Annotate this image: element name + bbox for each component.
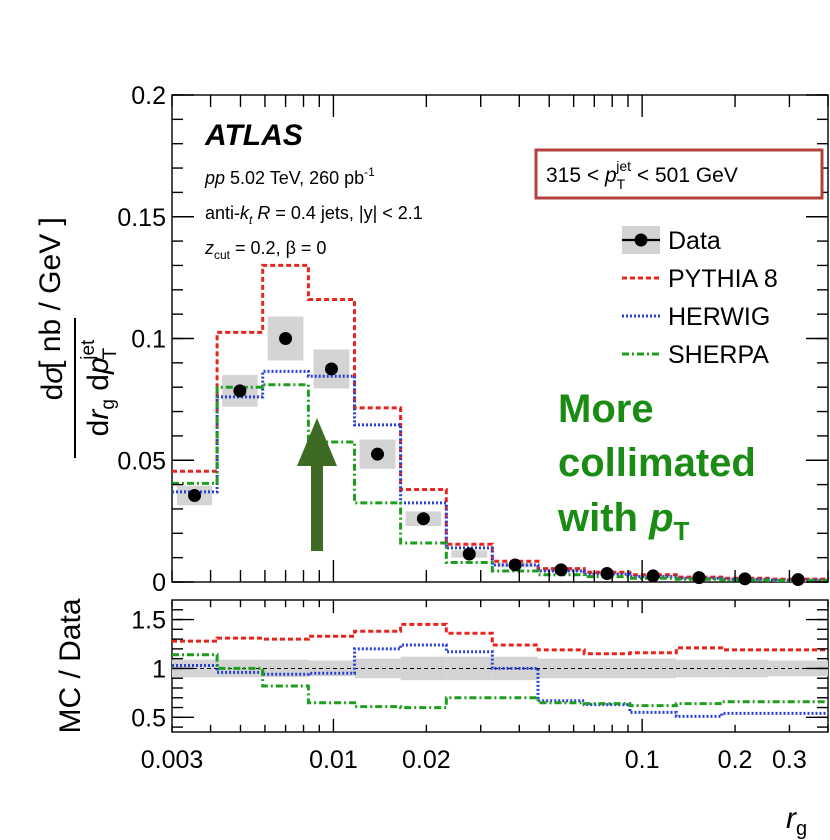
data-point bbox=[738, 572, 752, 586]
pt-range-box: 315 < pTjet < 501 GeV bbox=[534, 148, 824, 200]
data-point bbox=[324, 362, 338, 376]
ratio-mc-curves bbox=[172, 622, 828, 718]
x-axis-label: rg bbox=[786, 802, 807, 840]
legend-label-sherpa: SHERPA bbox=[668, 341, 769, 369]
x-tick-label: 0.02 bbox=[402, 746, 451, 774]
x-tick-label: 0.3 bbox=[772, 746, 807, 774]
ratio-tick-label: 1 bbox=[152, 655, 166, 683]
ylabel-denominator: drg dpTjet bbox=[78, 339, 121, 436]
legend-label-data: Data bbox=[668, 227, 721, 255]
ylabel-open: [ nb / GeV ] bbox=[34, 217, 67, 369]
legend-label-pythia-8: PYTHIA 8 bbox=[668, 265, 778, 293]
data-point bbox=[188, 489, 202, 503]
data-point bbox=[791, 573, 805, 587]
ratio-curve-sherpa bbox=[172, 653, 828, 710]
pt-range-text: 315 < pTjet < 501 GeV bbox=[546, 158, 738, 192]
ratio-curve-herwig bbox=[172, 643, 828, 718]
mc-curve-herwig bbox=[172, 369, 828, 582]
data-point bbox=[692, 571, 706, 585]
annotation-line-3: with pT bbox=[557, 496, 690, 546]
legend-data-marker bbox=[634, 233, 648, 247]
y-tick-label: 0.15 bbox=[117, 204, 166, 232]
ratio-uncertainty-band bbox=[400, 656, 447, 681]
zcut-line: zcut = 0.2, β = 0 bbox=[204, 238, 326, 262]
x-tick-label: 0.003 bbox=[141, 746, 204, 774]
energy-line: pp 5.02 TeV, 260 pb-1 bbox=[204, 165, 375, 188]
data-point bbox=[233, 384, 247, 398]
collimation-annotation: More collimated with pT bbox=[557, 387, 756, 546]
ratio-uncertainty-bands bbox=[172, 656, 828, 681]
data-point bbox=[462, 547, 476, 561]
data-point bbox=[600, 566, 614, 580]
ratio-uncertainty-band bbox=[629, 658, 677, 679]
y-tick-label: 0 bbox=[152, 569, 166, 597]
arrow-icon bbox=[297, 418, 337, 551]
data-points bbox=[188, 332, 805, 587]
data-point bbox=[416, 512, 430, 526]
legend-label-herwig: HERWIG bbox=[668, 303, 770, 331]
annotation-line-2: collimated bbox=[558, 441, 756, 485]
data-point bbox=[279, 332, 293, 345]
axis-ticks: 0 0.05 0.1 0.15 0.2 0.5 1 1.5 0.003 0.01 0.02 0.1 0.… bbox=[117, 82, 829, 774]
data-point bbox=[371, 447, 385, 461]
top-y-axis-label: [ nb / GeV ] dσ drg dpTjet bbox=[34, 217, 121, 458]
legend: Data PYTHIA 8 HERWIG SHERPA bbox=[622, 226, 778, 369]
data-point bbox=[508, 558, 522, 572]
y-tick-label: 0.05 bbox=[117, 447, 166, 475]
x-tick-label: 0.1 bbox=[625, 746, 660, 774]
ratio-tick-label: 1.5 bbox=[131, 607, 166, 635]
ratio-uncertainty-band bbox=[538, 658, 585, 679]
ratio-curve-pythia-8 bbox=[172, 622, 828, 656]
data-point bbox=[554, 563, 568, 577]
ylabel-numerator: dσ bbox=[36, 364, 69, 401]
jets-line: anti-kt R = 0.4 jets, |y| < 2.1 bbox=[205, 203, 423, 227]
y-tick-label: 0.1 bbox=[131, 326, 166, 354]
bottom-y-axis-label: MC / Data bbox=[54, 598, 87, 733]
ratio-uncertainty-band bbox=[721, 659, 769, 678]
ratio-tick-label: 0.5 bbox=[131, 704, 166, 732]
x-tick-label: 0.01 bbox=[309, 746, 358, 774]
x-tick-label: 0.2 bbox=[718, 746, 753, 774]
data-point bbox=[646, 569, 660, 583]
annotation-line-1: More bbox=[558, 387, 654, 431]
atlas-label: ATLAS bbox=[204, 119, 303, 152]
y-tick-label: 0.2 bbox=[131, 82, 166, 110]
